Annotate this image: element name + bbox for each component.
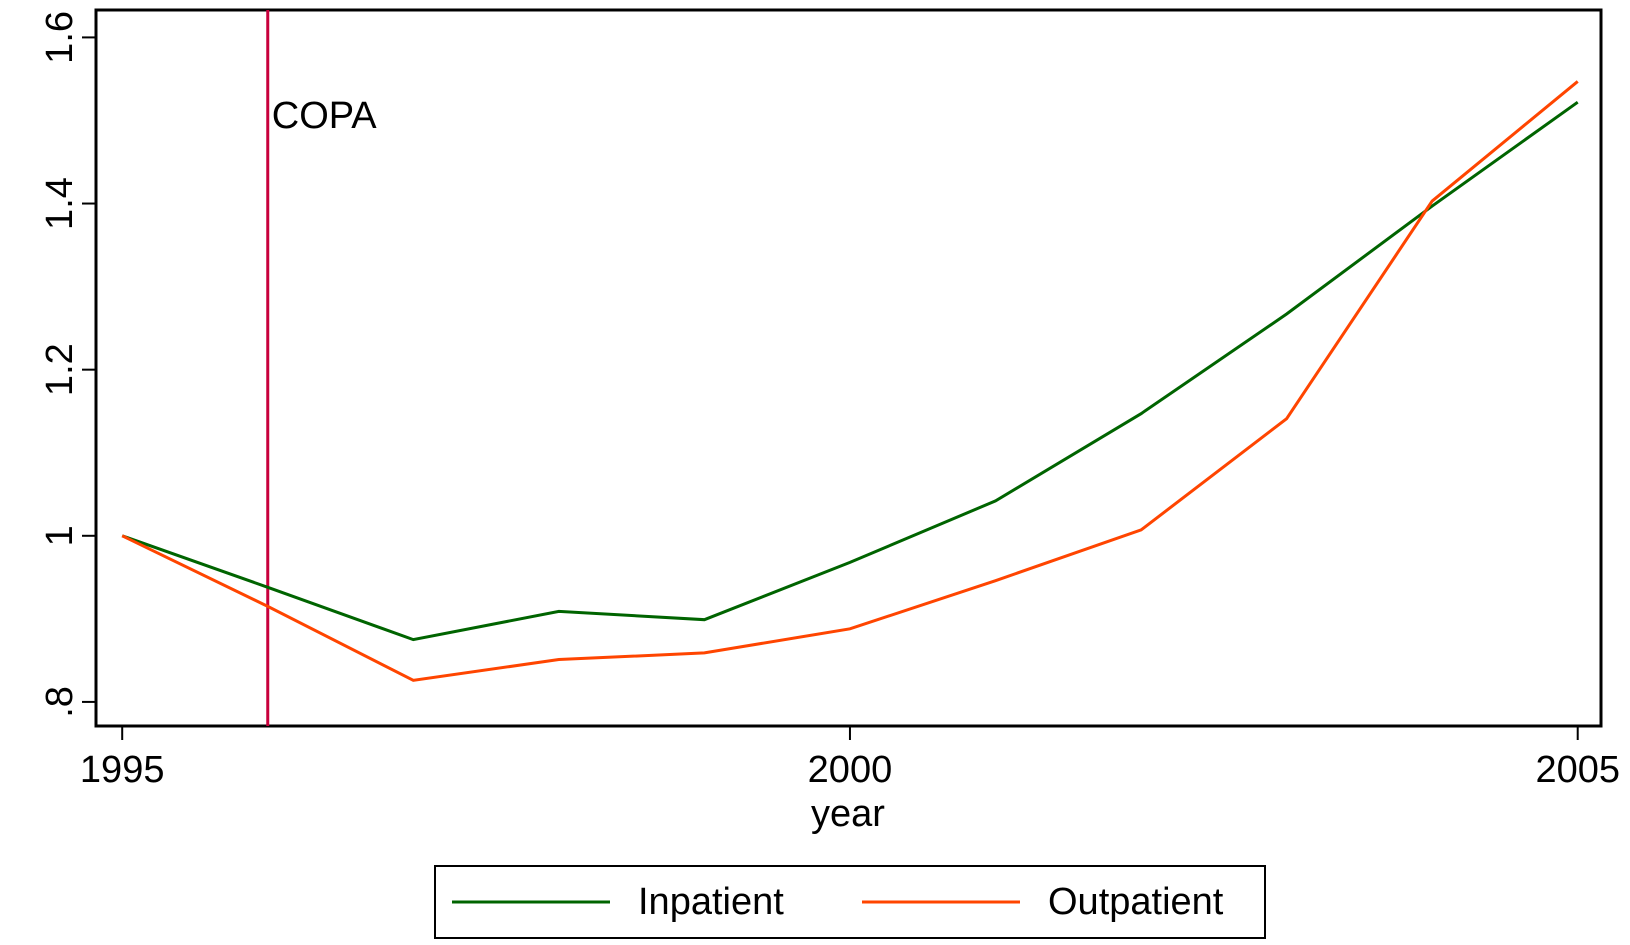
- plot-frame: [94, 8, 1603, 728]
- annotation-label: COPA: [272, 95, 378, 137]
- legend-label: Outpatient: [1048, 881, 1224, 923]
- x-axis-label: year: [811, 793, 885, 835]
- y-tick-label: 1.2: [39, 343, 81, 396]
- x-tick-label: 2005: [1535, 749, 1620, 791]
- series-line: [121, 100, 1579, 642]
- y-tick-label: 1.4: [39, 177, 81, 230]
- x-tick-label: 1995: [80, 749, 165, 791]
- y-tick-label: 1: [39, 525, 81, 546]
- y-tick-label: .8: [39, 686, 81, 718]
- x-tick-label: 2000: [808, 749, 893, 791]
- y-tick-label: 1.6: [39, 11, 81, 64]
- legend-label: Inpatient: [638, 881, 784, 923]
- series-line: [121, 80, 1579, 682]
